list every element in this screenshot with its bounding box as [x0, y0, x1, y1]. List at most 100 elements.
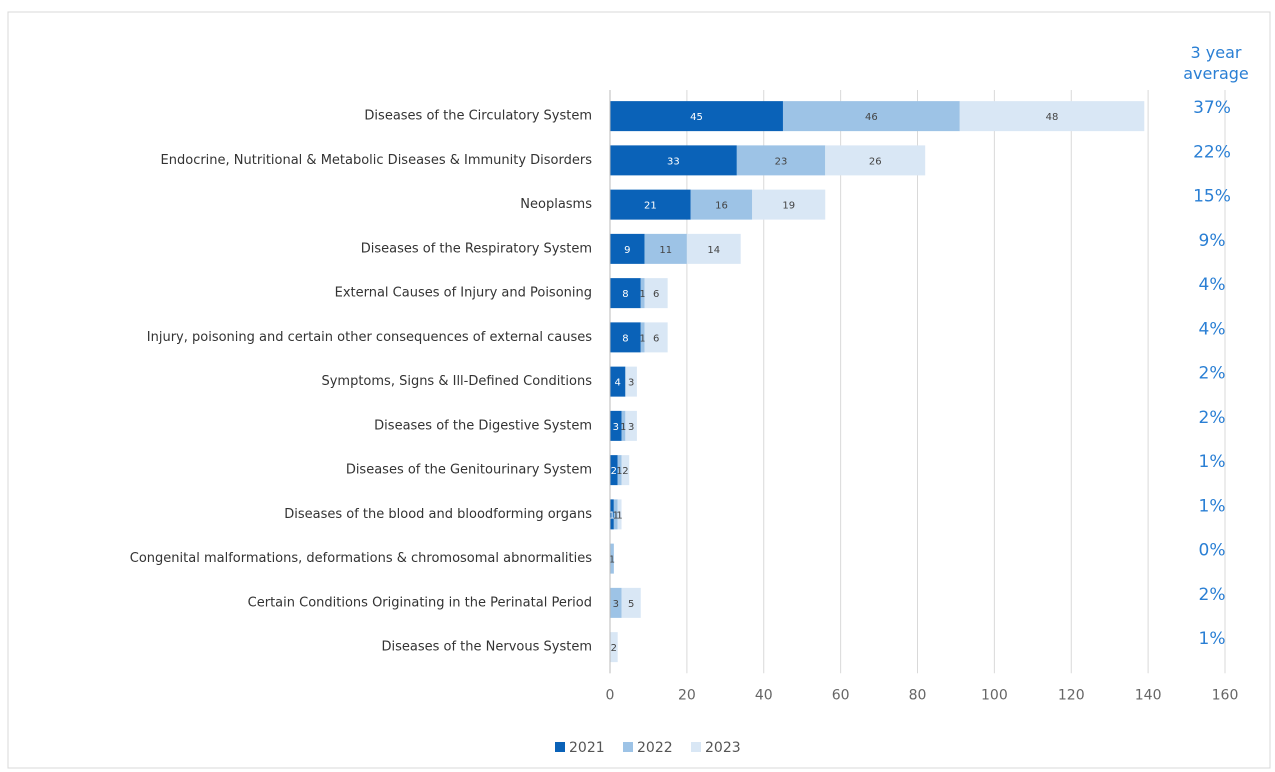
x-tick-label: 100 [981, 687, 1008, 703]
bar-segment [610, 543, 614, 574]
bar-segment [644, 322, 668, 353]
data-label: 6 [653, 333, 659, 344]
bar-segment [610, 366, 626, 397]
bar-segment [621, 410, 626, 441]
average-label: 2% [1199, 364, 1226, 384]
data-label: 6 [653, 289, 659, 300]
category-label: Certain Conditions Originating in the Pe… [248, 595, 592, 610]
category-label: Neoplasms [520, 197, 592, 212]
average-label: 1% [1199, 629, 1226, 649]
data-label: 48 [1046, 112, 1059, 123]
category-label: External Causes of Injury and Poisoning [335, 286, 592, 301]
data-label: 3 [628, 422, 634, 433]
x-tick-label: 160 [1212, 687, 1239, 703]
legend-label: 2022 [637, 740, 673, 756]
bar-segment [959, 101, 1145, 132]
data-label: 21 [644, 201, 657, 212]
data-label: 1 [613, 510, 619, 521]
data-label: 26 [869, 156, 882, 167]
data-label: 19 [782, 201, 795, 212]
bar-segment [625, 366, 637, 397]
average-label: 9% [1199, 231, 1226, 251]
category-label: Endocrine, Nutritional & Metabolic Disea… [161, 153, 593, 168]
bar-segment [640, 278, 645, 309]
average-label: 0% [1199, 541, 1226, 561]
data-label: 23 [775, 156, 788, 167]
data-label: 1 [639, 289, 645, 300]
x-tick-label: 0 [606, 687, 615, 703]
category-label: Diseases of the Genitourinary System [346, 463, 592, 478]
bar-segment [610, 101, 783, 132]
data-label: 1 [616, 510, 622, 521]
data-label: 2 [611, 466, 617, 477]
legend-label: 2023 [705, 740, 741, 756]
data-label: 1 [620, 422, 626, 433]
data-label: 1 [616, 466, 622, 477]
data-label: 11 [659, 245, 672, 256]
frame [7, 11, 1271, 769]
average-label: 4% [1199, 275, 1226, 295]
bar-segment [610, 587, 622, 618]
average-label: 15% [1193, 187, 1231, 207]
bar-segment [610, 278, 641, 309]
average-label: 1% [1199, 452, 1226, 472]
average-label: 4% [1199, 319, 1226, 339]
bar-segment [617, 455, 622, 486]
average-label: 2% [1199, 585, 1226, 605]
data-label: 33 [667, 156, 680, 167]
bar-segment [752, 189, 826, 220]
legend-swatch [555, 742, 565, 752]
legend-label: 2021 [569, 740, 605, 756]
bar-segment [610, 499, 614, 530]
bar-segment [613, 499, 618, 530]
bar-segment [686, 233, 741, 264]
bar-segment [644, 278, 668, 309]
data-label: 8 [622, 333, 628, 344]
data-label: 4 [615, 378, 621, 389]
average-label: 37% [1193, 98, 1231, 118]
average-label: 22% [1193, 142, 1231, 162]
average-label: 2% [1199, 408, 1226, 428]
category-label: Symptoms, Signs & Ill-Defined Conditions [321, 374, 592, 389]
bar-segment [621, 455, 630, 486]
bar-segment [610, 145, 737, 176]
x-tick-label: 40 [755, 687, 773, 703]
data-label: 9 [624, 245, 630, 256]
bar-segment [625, 410, 637, 441]
bar-segment [610, 322, 641, 353]
data-label: 8 [622, 289, 628, 300]
x-tick-label: 120 [1058, 687, 1085, 703]
x-tick-label: 60 [832, 687, 850, 703]
data-label: 45 [690, 112, 703, 123]
bar-segment [736, 145, 826, 176]
average-label: 1% [1199, 496, 1226, 516]
category-label: Congenital malformations, deformations &… [130, 551, 592, 566]
bar-segment [690, 189, 753, 220]
x-tick-label: 80 [909, 687, 927, 703]
data-label: 5 [628, 599, 634, 610]
x-tick-label: 20 [678, 687, 696, 703]
data-label: 3 [628, 378, 634, 389]
category-label: Diseases of the Respiratory System [361, 241, 592, 256]
data-label: 3 [613, 599, 619, 610]
x-tick-label: 140 [1135, 687, 1162, 703]
category-label: Diseases of the blood and bloodforming o… [284, 507, 592, 522]
category-label: Diseases of the Nervous System [381, 640, 592, 655]
bar-segment [640, 322, 645, 353]
data-label: 16 [715, 201, 728, 212]
bar-segment [782, 101, 960, 132]
bar-segment [644, 233, 687, 264]
data-label: 1 [609, 510, 615, 521]
data-label: 2 [622, 466, 628, 477]
bar-segment [610, 410, 622, 441]
data-label: 46 [865, 112, 878, 123]
bar-segment [610, 632, 618, 663]
average-header: 3 year average [1183, 43, 1249, 83]
data-label: 2 [611, 643, 617, 654]
bar-segment [617, 499, 622, 530]
data-label: 1 [639, 333, 645, 344]
data-label: 14 [707, 245, 720, 256]
category-label: Diseases of the Digestive System [374, 418, 592, 433]
